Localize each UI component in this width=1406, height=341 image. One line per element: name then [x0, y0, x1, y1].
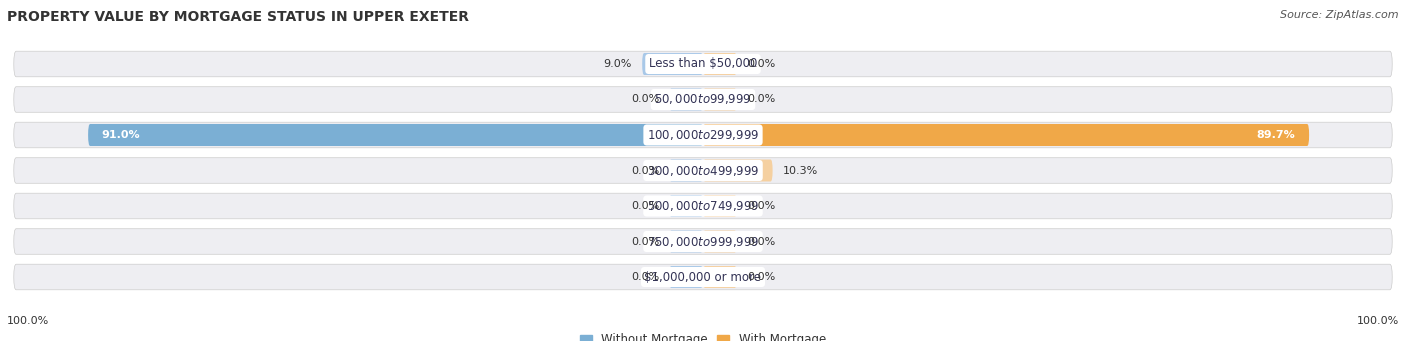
FancyBboxPatch shape — [703, 160, 772, 181]
Text: 0.0%: 0.0% — [747, 201, 775, 211]
Text: 10.3%: 10.3% — [783, 165, 818, 176]
FancyBboxPatch shape — [14, 87, 1392, 112]
FancyBboxPatch shape — [89, 124, 703, 146]
Text: 89.7%: 89.7% — [1257, 130, 1295, 140]
Text: PROPERTY VALUE BY MORTGAGE STATUS IN UPPER EXETER: PROPERTY VALUE BY MORTGAGE STATUS IN UPP… — [7, 10, 470, 24]
FancyBboxPatch shape — [14, 193, 1392, 219]
Text: 0.0%: 0.0% — [747, 94, 775, 104]
Text: 9.0%: 9.0% — [603, 59, 633, 69]
FancyBboxPatch shape — [669, 266, 703, 288]
Text: 0.0%: 0.0% — [631, 237, 659, 247]
FancyBboxPatch shape — [669, 160, 703, 181]
Text: Source: ZipAtlas.com: Source: ZipAtlas.com — [1281, 10, 1399, 20]
FancyBboxPatch shape — [14, 122, 1392, 148]
Legend: Without Mortgage, With Mortgage: Without Mortgage, With Mortgage — [575, 329, 831, 341]
Text: $50,000 to $99,999: $50,000 to $99,999 — [654, 92, 752, 106]
FancyBboxPatch shape — [703, 195, 737, 217]
FancyBboxPatch shape — [14, 229, 1392, 254]
Text: $500,000 to $749,999: $500,000 to $749,999 — [647, 199, 759, 213]
Text: $750,000 to $999,999: $750,000 to $999,999 — [647, 235, 759, 249]
FancyBboxPatch shape — [14, 51, 1392, 77]
FancyBboxPatch shape — [669, 195, 703, 217]
Text: 0.0%: 0.0% — [631, 201, 659, 211]
Text: 0.0%: 0.0% — [631, 272, 659, 282]
Text: 0.0%: 0.0% — [747, 59, 775, 69]
FancyBboxPatch shape — [703, 124, 1309, 146]
Text: Less than $50,000: Less than $50,000 — [648, 58, 758, 71]
FancyBboxPatch shape — [703, 266, 737, 288]
FancyBboxPatch shape — [703, 53, 737, 75]
FancyBboxPatch shape — [669, 89, 703, 110]
FancyBboxPatch shape — [643, 53, 703, 75]
FancyBboxPatch shape — [14, 158, 1392, 183]
Text: 0.0%: 0.0% — [631, 94, 659, 104]
Text: 0.0%: 0.0% — [631, 165, 659, 176]
FancyBboxPatch shape — [703, 231, 737, 252]
Text: $100,000 to $299,999: $100,000 to $299,999 — [647, 128, 759, 142]
Text: 0.0%: 0.0% — [747, 272, 775, 282]
FancyBboxPatch shape — [703, 89, 737, 110]
Text: 100.0%: 100.0% — [1357, 315, 1399, 326]
FancyBboxPatch shape — [14, 264, 1392, 290]
Text: 100.0%: 100.0% — [7, 315, 49, 326]
FancyBboxPatch shape — [669, 231, 703, 252]
Text: 0.0%: 0.0% — [747, 237, 775, 247]
Text: $1,000,000 or more: $1,000,000 or more — [644, 270, 762, 283]
Text: 91.0%: 91.0% — [101, 130, 141, 140]
Text: $300,000 to $499,999: $300,000 to $499,999 — [647, 163, 759, 178]
